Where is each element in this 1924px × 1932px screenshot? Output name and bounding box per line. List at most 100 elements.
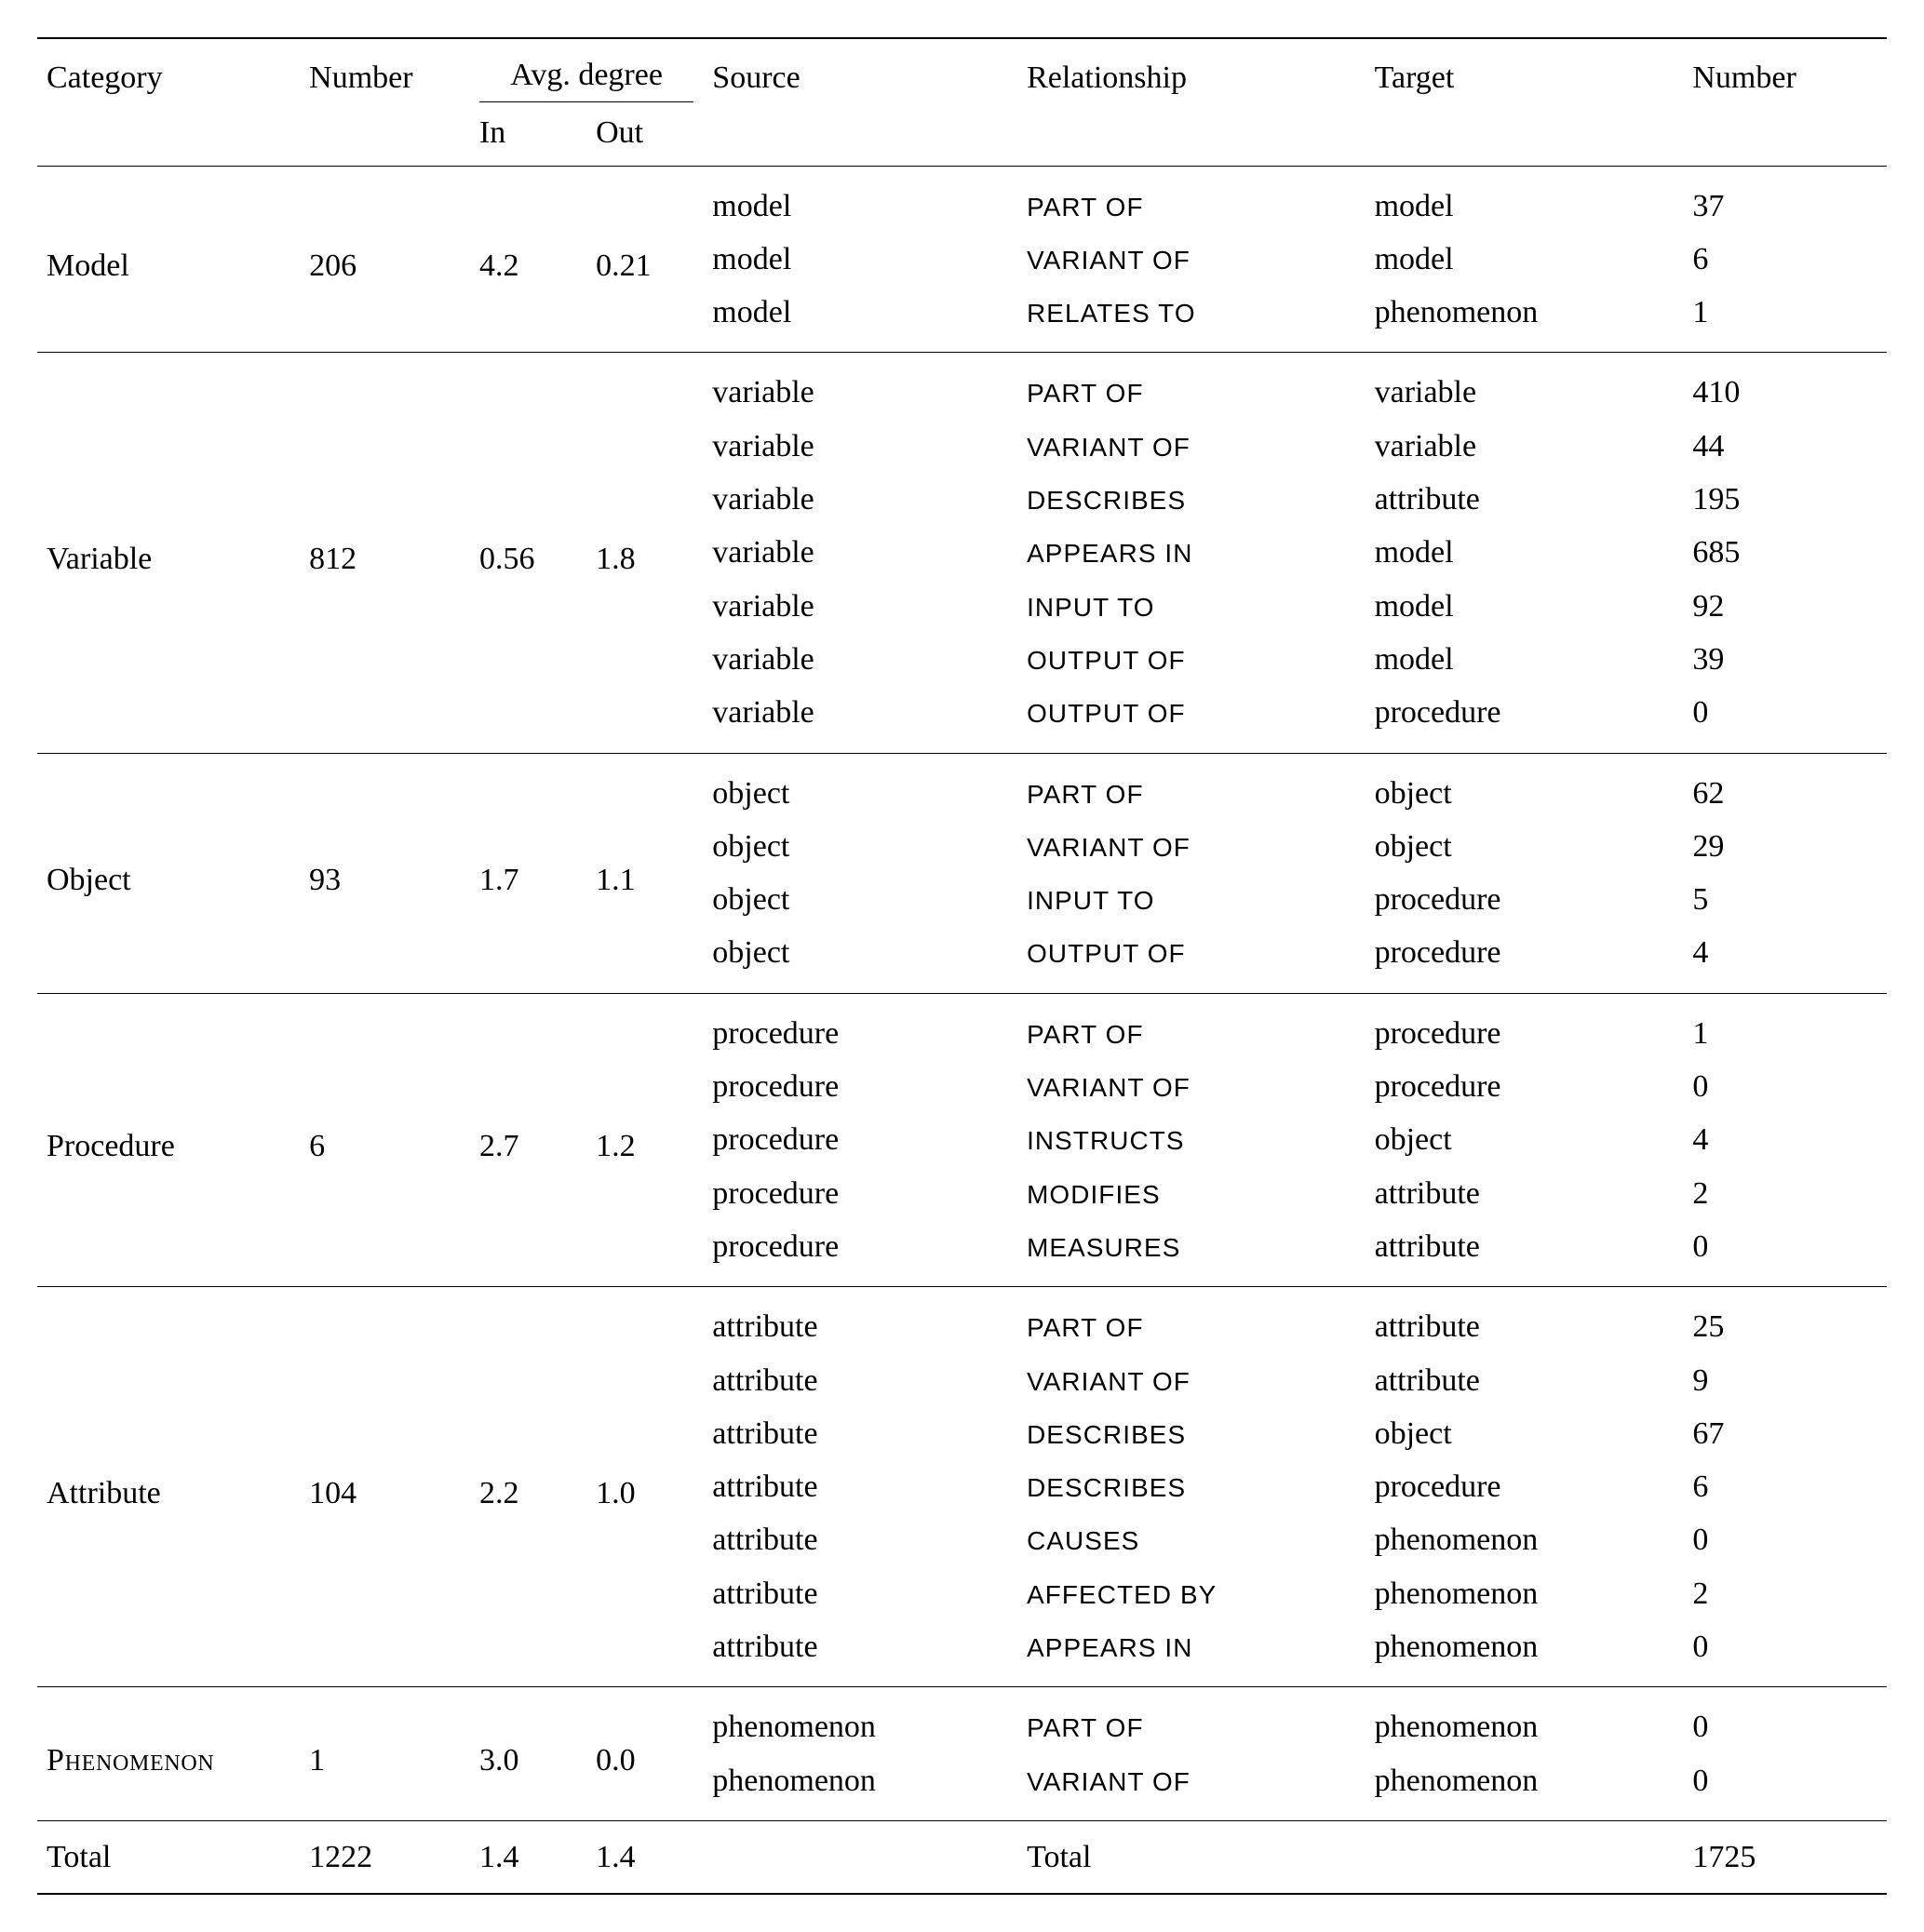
- category-in: 0.56: [470, 353, 586, 753]
- total-blank-src: [703, 1820, 1017, 1894]
- relationship-cell-text: OUTPUT OF: [1027, 646, 1186, 675]
- category-number: 812: [300, 353, 470, 753]
- relationship-cell: INPUT TO: [1017, 580, 1366, 633]
- relationship-cell-text: INSTRUCTS: [1027, 1126, 1185, 1155]
- source-cell: variable: [703, 526, 1017, 579]
- total-number-right: 1725: [1683, 1820, 1887, 1894]
- total-blank-tgt: [1366, 1820, 1684, 1894]
- category-in: 1.7: [470, 753, 586, 993]
- hdr-out: Out: [586, 104, 703, 166]
- category-number: 6: [300, 993, 470, 1286]
- relationship-cell-text: VARIANT OF: [1027, 1367, 1191, 1396]
- row-number-cell: 4: [1683, 926, 1887, 993]
- source-cell: model: [703, 166, 1017, 233]
- row-number-cell: 1: [1683, 993, 1887, 1060]
- source-cell: variable: [703, 353, 1017, 420]
- target-cell: model: [1366, 526, 1684, 579]
- row-number-cell: 0: [1683, 686, 1887, 753]
- relationship-cell: INPUT TO: [1017, 873, 1366, 926]
- source-cell: procedure: [703, 1167, 1017, 1220]
- relationship-cell: AFFECTED BY: [1017, 1567, 1366, 1620]
- relationship-cell: VARIANT OF: [1017, 1354, 1366, 1407]
- category-cell: Phenomenon: [37, 1687, 300, 1821]
- target-cell: phenomenon: [1366, 1620, 1684, 1687]
- target-cell: model: [1366, 580, 1684, 633]
- relationship-cell-text: DESCRIBES: [1027, 1473, 1186, 1502]
- row-number-cell: 44: [1683, 420, 1887, 473]
- category-cell: Object: [37, 753, 300, 993]
- row-number-cell: 410: [1683, 353, 1887, 420]
- relationship-cell: DESCRIBES: [1017, 1407, 1366, 1460]
- relationship-cell: VARIANT OF: [1017, 233, 1366, 286]
- row-number-cell: 5: [1683, 873, 1887, 926]
- relationship-cell: VARIANT OF: [1017, 1060, 1366, 1113]
- hdr-source: Source: [703, 38, 1017, 104]
- source-cell: attribute: [703, 1513, 1017, 1566]
- target-cell: procedure: [1366, 993, 1684, 1060]
- target-cell: procedure: [1366, 926, 1684, 993]
- relationship-cell-text: PART OF: [1027, 1020, 1144, 1049]
- row-number-cell: 29: [1683, 820, 1887, 873]
- source-cell: model: [703, 233, 1017, 286]
- relationship-cell-text: INPUT TO: [1027, 886, 1155, 915]
- row-number-cell: 37: [1683, 166, 1887, 233]
- target-cell: attribute: [1366, 1354, 1684, 1407]
- row-number-cell: 62: [1683, 753, 1887, 820]
- target-cell: model: [1366, 166, 1684, 233]
- row-number-cell: 2: [1683, 1567, 1887, 1620]
- relationship-cell-text: MODIFIES: [1027, 1180, 1161, 1209]
- relationship-cell-text: APPEARS IN: [1027, 1633, 1192, 1662]
- hdr-blank-num2: [1683, 104, 1887, 166]
- source-cell: variable: [703, 420, 1017, 473]
- source-cell: attribute: [703, 1287, 1017, 1354]
- target-cell: attribute: [1366, 1167, 1684, 1220]
- target-cell: attribute: [1366, 1220, 1684, 1287]
- target-cell: phenomenon: [1366, 286, 1684, 353]
- hdr-avg-degree: Avg. degree: [470, 38, 703, 104]
- relationship-stats-table: CategoryNumberAvg. degreeSourceRelations…: [37, 37, 1887, 1895]
- source-cell: object: [703, 820, 1017, 873]
- target-cell: attribute: [1366, 1287, 1684, 1354]
- hdr-number2: Number: [1683, 38, 1887, 104]
- hdr-blank-src: [703, 104, 1017, 166]
- source-cell: procedure: [703, 1113, 1017, 1166]
- source-cell: model: [703, 286, 1017, 353]
- table-row: Object931.71.1objectPART OFobject62: [37, 753, 1887, 820]
- relationship-cell: MODIFIES: [1017, 1167, 1366, 1220]
- category-out: 1.2: [586, 993, 703, 1286]
- category-cell: Procedure: [37, 993, 300, 1286]
- row-number-cell: 0: [1683, 1620, 1887, 1687]
- category-number: 1: [300, 1687, 470, 1821]
- source-cell: attribute: [703, 1354, 1017, 1407]
- table-row: Phenomenon13.00.0phenomenonPART OFphenom…: [37, 1687, 1887, 1754]
- source-cell: procedure: [703, 1060, 1017, 1113]
- relationship-cell: PART OF: [1017, 1287, 1366, 1354]
- relationship-cell: OUTPUT OF: [1017, 633, 1366, 686]
- relationship-cell-text: PART OF: [1027, 379, 1144, 408]
- row-number-cell: 0: [1683, 1754, 1887, 1821]
- source-cell: phenomenon: [703, 1754, 1017, 1821]
- category-in: 4.2: [470, 166, 586, 353]
- table-row: Variable8120.561.8variablePART OFvariabl…: [37, 353, 1887, 420]
- relationship-cell: VARIANT OF: [1017, 820, 1366, 873]
- row-number-cell: 0: [1683, 1060, 1887, 1113]
- category-out: 1.8: [586, 353, 703, 753]
- relationship-cell: DESCRIBES: [1017, 1460, 1366, 1513]
- relationship-cell-text: AFFECTED BY: [1027, 1580, 1217, 1609]
- relationship-cell-text: DESCRIBES: [1027, 1420, 1186, 1449]
- relationship-cell-text: RELATES TO: [1027, 299, 1196, 328]
- source-cell: procedure: [703, 993, 1017, 1060]
- relationship-cell: OUTPUT OF: [1017, 926, 1366, 993]
- table-row: Procedure62.71.2procedurePART OFprocedur…: [37, 993, 1887, 1060]
- row-number-cell: 0: [1683, 1513, 1887, 1566]
- row-number-cell: 39: [1683, 633, 1887, 686]
- relationship-cell: DESCRIBES: [1017, 473, 1366, 526]
- relationship-cell-text: DESCRIBES: [1027, 486, 1186, 515]
- source-cell: object: [703, 873, 1017, 926]
- relationship-cell: APPEARS IN: [1017, 526, 1366, 579]
- target-cell: object: [1366, 1113, 1684, 1166]
- relationship-cell: VARIANT OF: [1017, 420, 1366, 473]
- relationship-cell-text: OUTPUT OF: [1027, 939, 1186, 968]
- relationship-cell-text: VARIANT OF: [1027, 246, 1191, 275]
- relationship-cell-text: VARIANT OF: [1027, 1073, 1191, 1102]
